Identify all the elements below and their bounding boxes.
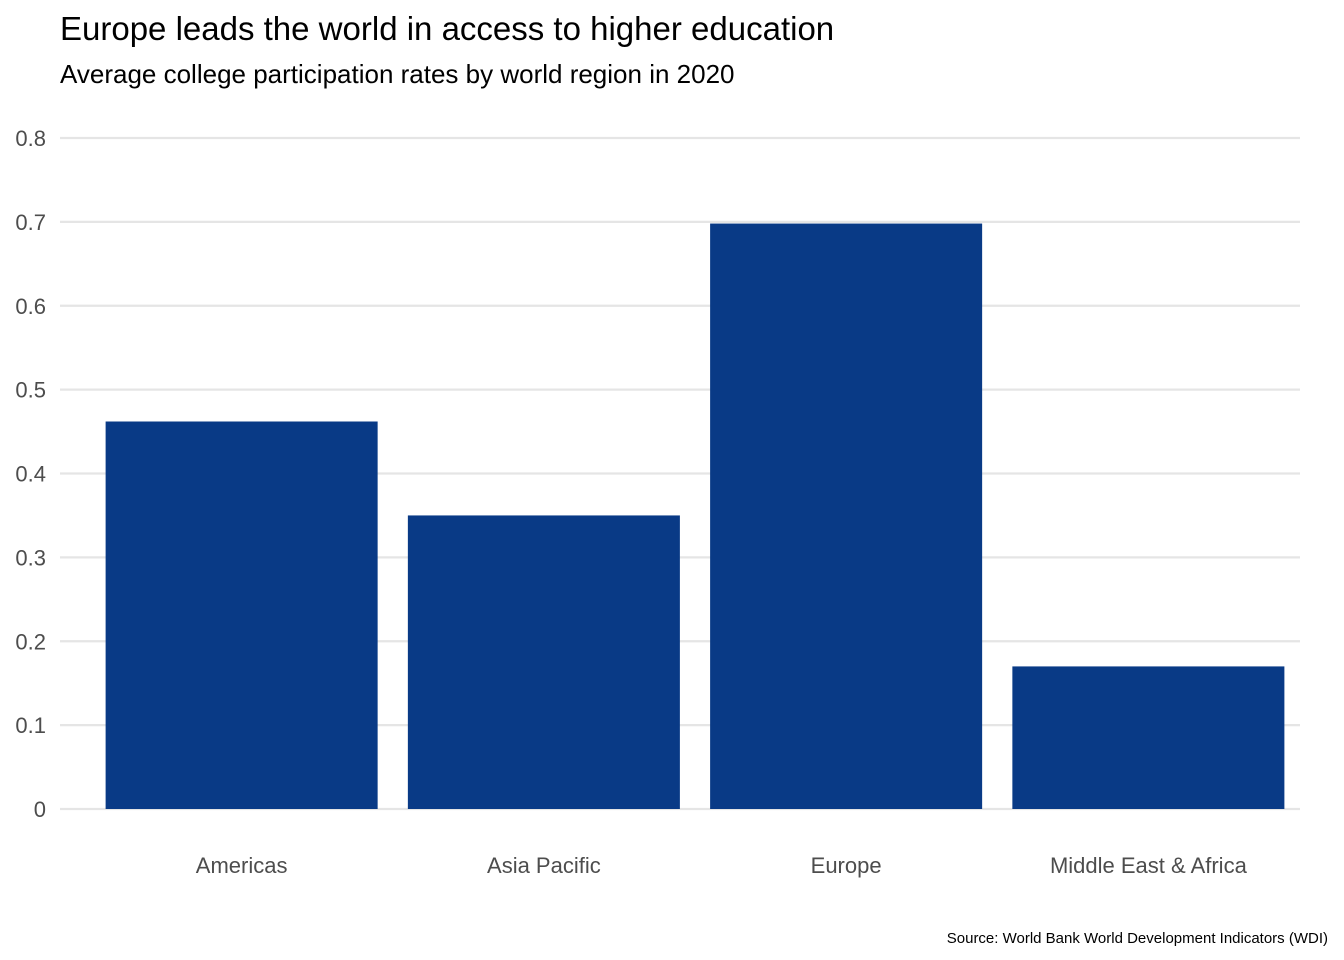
y-tick-label: 0.4: [15, 462, 46, 487]
x-tick-label: Europe: [811, 853, 882, 878]
x-tick-label: Asia Pacific: [487, 853, 601, 878]
x-tick-label: Middle East & Africa: [1050, 853, 1248, 878]
chart-title: Europe leads the world in access to high…: [60, 10, 834, 47]
y-tick-label: 0.1: [15, 713, 46, 738]
bars: [105, 223, 1285, 810]
chart-caption: Source: World Bank World Development Ind…: [947, 930, 1328, 947]
bar-europe: [710, 223, 983, 810]
y-tick-label: 0.5: [15, 378, 46, 403]
y-tick-label: 0.8: [15, 126, 46, 151]
y-tick-label: 0.2: [15, 629, 46, 654]
bar-middle-east-africa: [1012, 666, 1285, 809]
chart-subtitle: Average college participation rates by w…: [60, 59, 735, 89]
bar-americas: [105, 421, 378, 809]
y-tick-label: 0.3: [15, 545, 46, 570]
y-tick-label: 0.7: [15, 210, 46, 235]
x-tick-label: Americas: [196, 853, 288, 878]
y-tick-label: 0.6: [15, 294, 46, 319]
bar-asia-pacific: [407, 515, 680, 809]
y-axis-tick-labels: 0 0.1 0.2 0.3 0.4 0.5 0.6 0.7 0.8: [15, 126, 46, 822]
x-axis-tick-labels: Americas Asia Pacific Europe Middle East & …: [196, 853, 1248, 878]
y-tick-label: 0: [34, 797, 46, 822]
